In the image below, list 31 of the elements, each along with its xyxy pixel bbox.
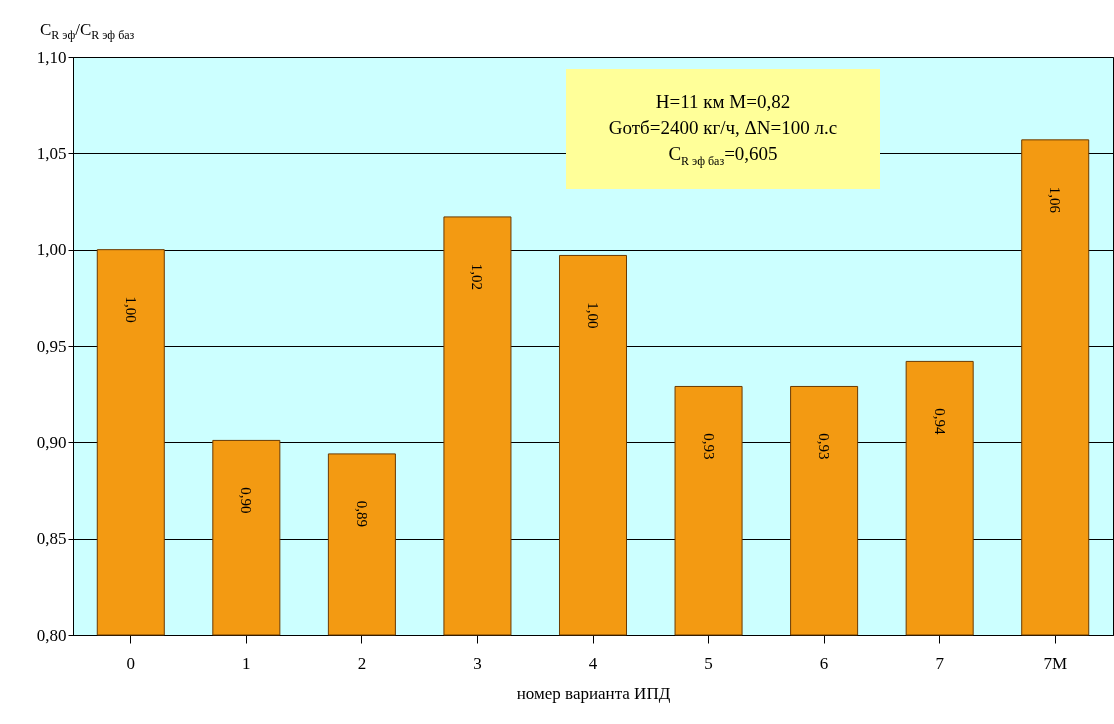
x-axis-title: номер варианта ИПД [516,683,671,703]
y-tick-label: 1,10 [36,47,67,67]
data-label: 0,94 [931,408,948,436]
y-tick-label: 0,85 [36,529,67,549]
note-box: H=11 км M=0,82 Gотб=2400 кг/ч, ΔN=100 л.с C$_{R эф баз}$=0,605 [566,69,880,189]
x-tick-label: 1 [242,653,251,673]
data-label: 0,89 [353,500,370,528]
y-tick-label: 1,00 [36,240,67,260]
x-tick-label: 3 [473,653,482,673]
x-tick-label: 0 [126,653,136,673]
y-tick-label: 0,90 [36,432,67,452]
x-tick-label: 4 [588,653,598,673]
x-tick-label: 2 [357,653,367,673]
data-label: 0,93 [816,433,833,460]
x-tick-label: 5 [704,653,713,673]
data-label: 1,00 [122,296,139,323]
annotation: H=11 км M=0,82 [654,90,792,115]
x-tick-label: 6 [819,653,829,673]
annotation: C$_{R эф баз}$=0,605 [667,141,779,169]
y-tick-label: 1,05 [36,143,67,163]
x-tick-label: 7M [1043,653,1068,673]
y-axis-title: C$_{R эф}$/C$_{R эф баз}$ [40,20,135,44]
annotation: Gотб=2400 кг/ч, ΔN=100 л.с [607,116,839,140]
y-tick-label: 0,80 [36,625,67,645]
data-label: 1,00 [585,302,601,329]
x-tick-label: 7 [935,653,945,673]
data-label: 1,06 [1047,186,1064,214]
y-tick-label: 0,95 [36,336,67,356]
data-label: 1,02 [469,263,486,291]
data-label: 0,93 [700,433,717,460]
data-label: 0,90 [238,487,255,514]
